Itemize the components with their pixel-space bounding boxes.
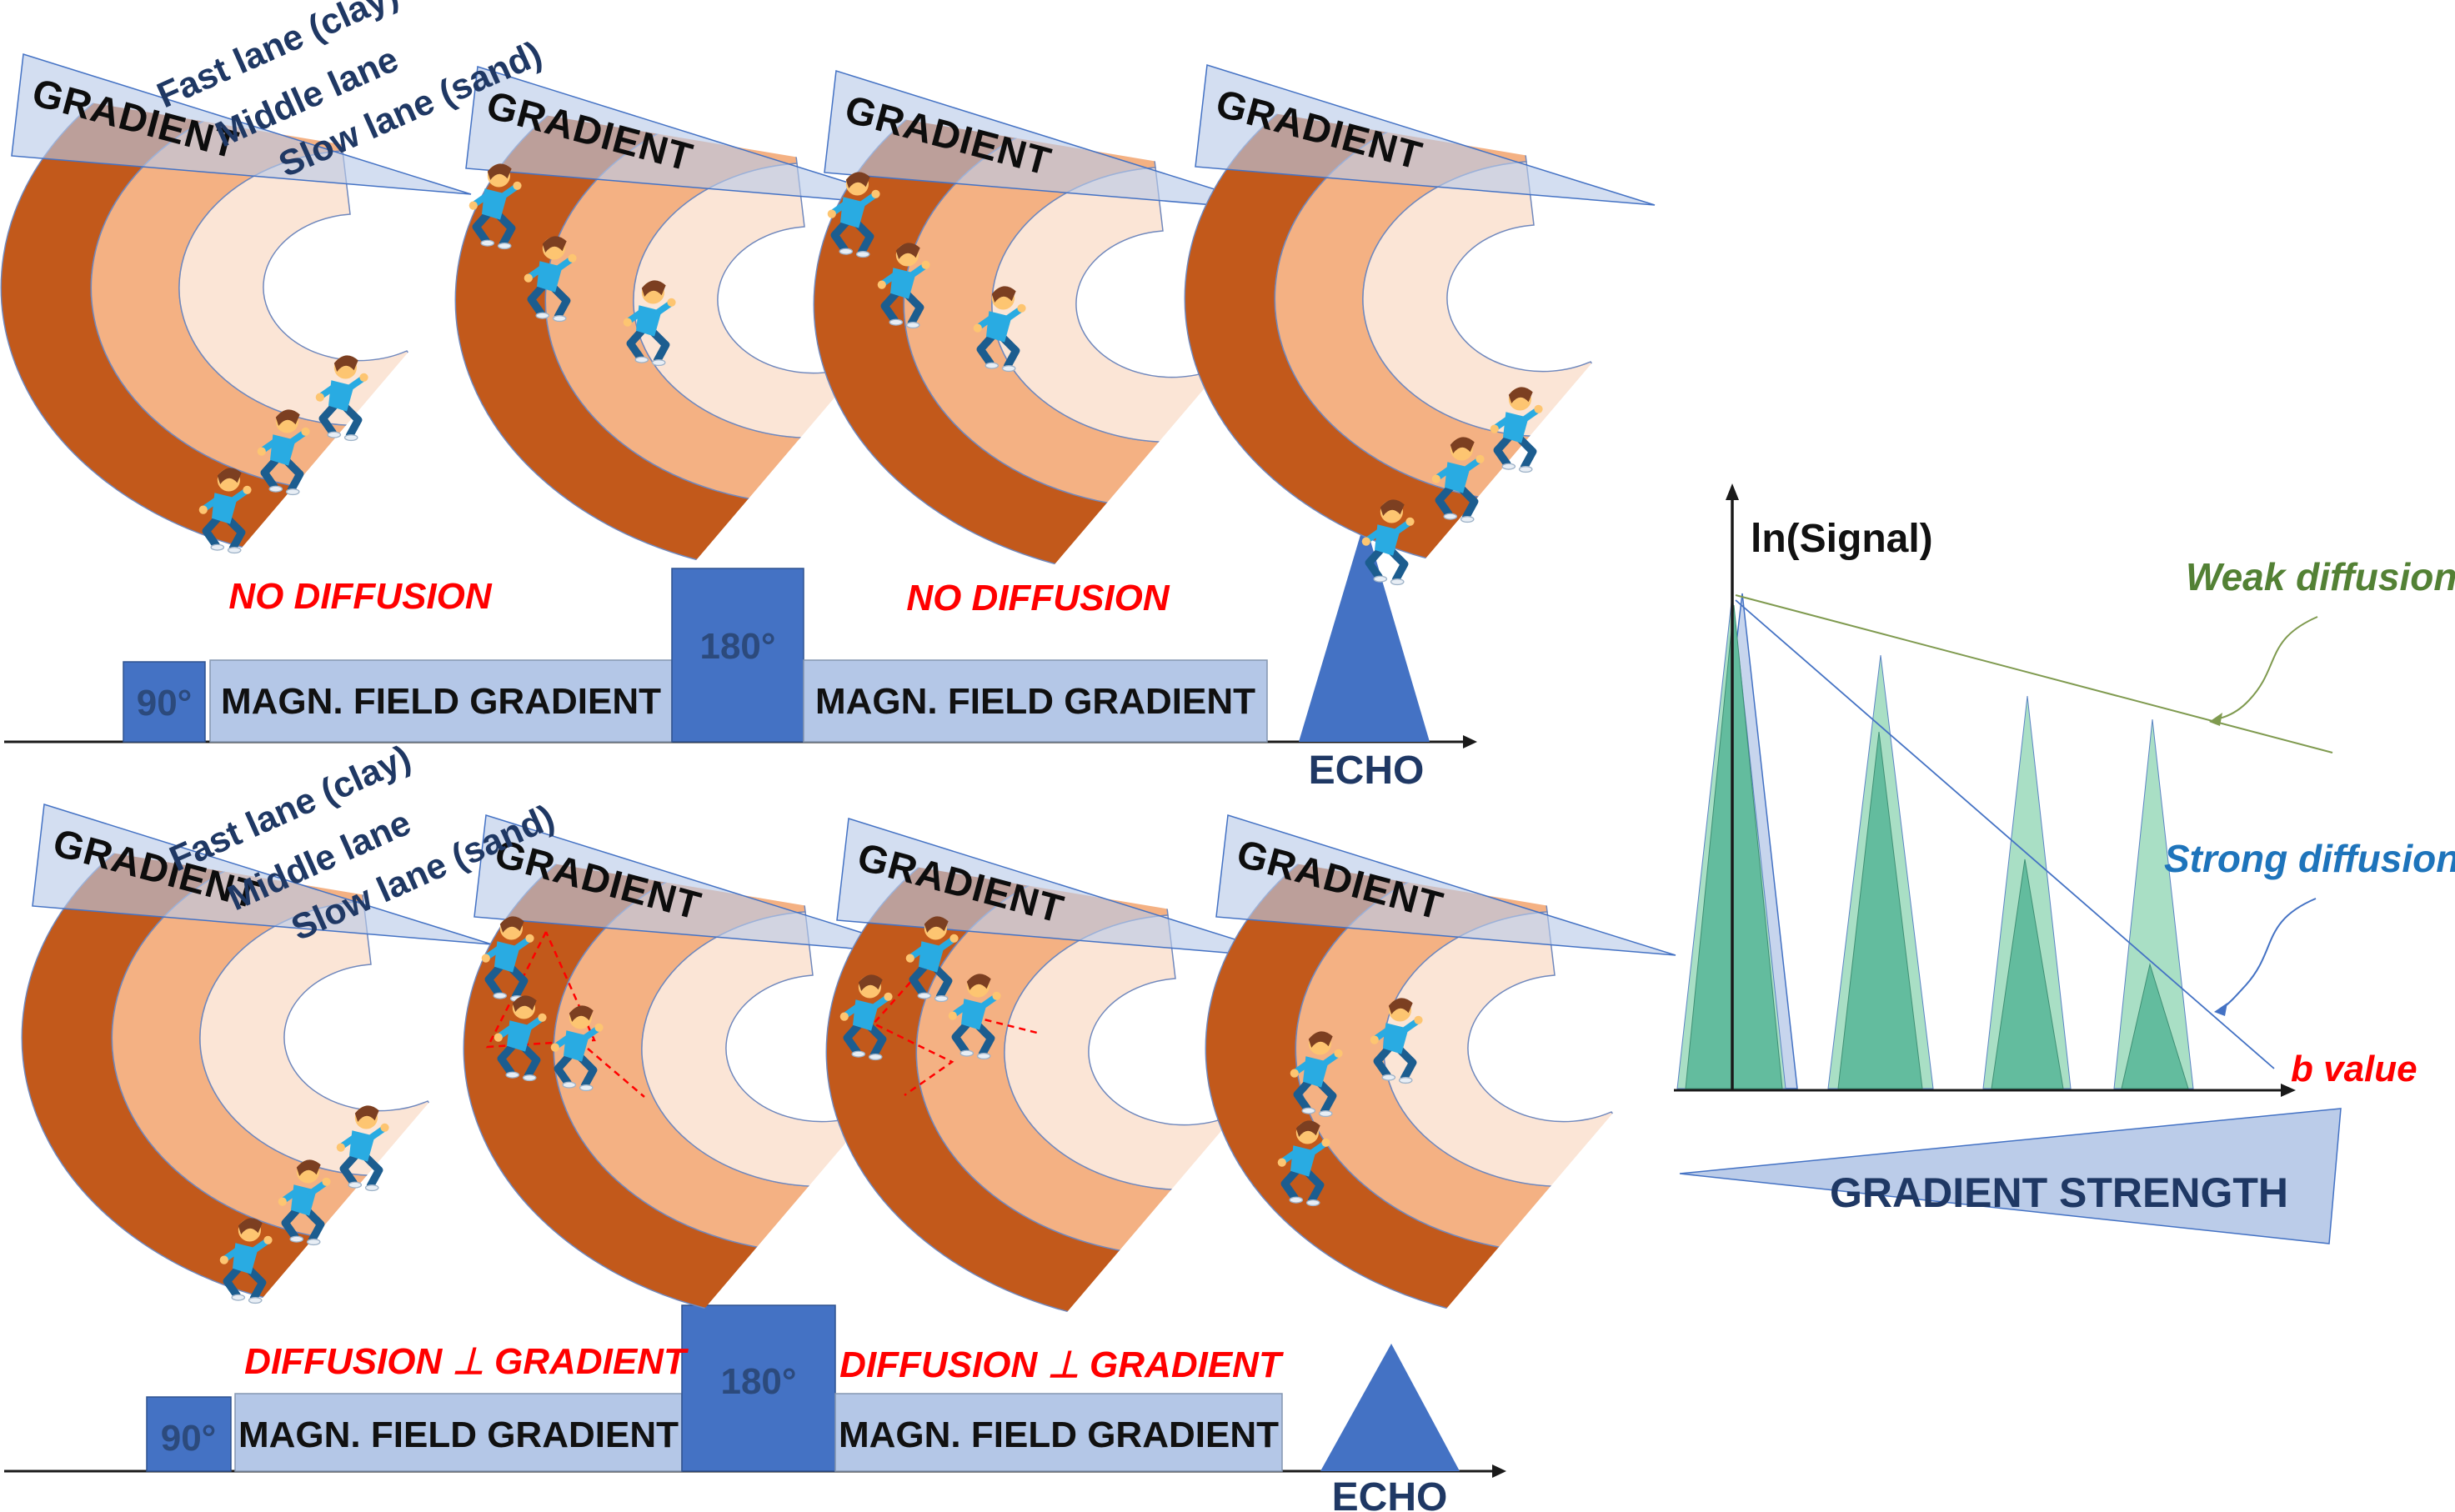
- pulse-180-box-top: [671, 568, 804, 743]
- magn-field-gradient-label-top-2: MAGN. FIELD GRADIENT: [815, 681, 1255, 722]
- pulse-180-label-top: 180°: [699, 626, 775, 667]
- signal-vs-bvalue-chart: ln(Signal) Weak diffusion Strong diffusi…: [1674, 483, 2455, 1244]
- gradient-box-top-2: [803, 659, 1268, 743]
- timeline-arrow-icon: [1492, 1464, 1506, 1478]
- weak-callout-arrowhead-icon: [2209, 713, 2222, 726]
- pulse-90-box-bottom: [146, 1396, 232, 1472]
- magn-field-gradient-label-top-1: MAGN. FIELD GRADIENT: [221, 681, 661, 722]
- pulse-sequence-bottom: 90° MAGN. FIELD GRADIENT 180° MAGN. FIEL…: [4, 1304, 1506, 1512]
- echo-label-top: ECHO: [1309, 748, 1425, 793]
- diffusion-path-dashes: [587, 1048, 645, 1098]
- pulse-sequence-top: 90° MAGN. FIELD GRADIENT 180° MAGN. FIEL…: [4, 521, 1477, 793]
- timeline-arrow-icon: [1463, 735, 1477, 748]
- strong-diffusion-decay-line: [1735, 599, 2275, 1069]
- gradient-box-bottom-2: [834, 1393, 1283, 1472]
- no-diffusion-note-left: NO DIFFUSION: [228, 576, 493, 617]
- strong-diffusion-label: Strong diffusion: [2164, 837, 2455, 880]
- strong-callout-arrow-icon: [2223, 898, 2317, 1008]
- echo-peak-bottom: [1320, 1344, 1460, 1471]
- magn-field-gradient-label-bottom-1: MAGN. FIELD GRADIENT: [238, 1414, 679, 1455]
- strong-diffusion-peak-3: [1991, 859, 2064, 1089]
- strong-diffusion-peak-1: [1685, 604, 1783, 1089]
- y-axis-label: ln(Signal): [1751, 517, 1933, 561]
- pulse-180-label-bottom: 180°: [720, 1361, 796, 1402]
- echo-label-bottom: ECHO: [1332, 1475, 1448, 1512]
- strong-callout-arrowhead-icon: [2214, 1003, 2227, 1016]
- diffusion-path-dashes: [871, 955, 954, 1097]
- y-axis-arrow-icon: [1726, 483, 1739, 500]
- gradient-strength-label: GRADIENT STRENGTH: [1830, 1169, 2288, 1216]
- diffusion-perpendicular-note-left: DIFFUSION ⊥ GRADIENT: [244, 1341, 689, 1382]
- x-axis-label: b value: [2291, 1049, 2417, 1089]
- magn-field-gradient-label-bottom-2: MAGN. FIELD GRADIENT: [839, 1414, 1279, 1455]
- pulse-180-box-bottom: [681, 1304, 836, 1472]
- pulse-90-box-top: [123, 661, 206, 743]
- diffusion-perpendicular-note-right: DIFFUSION ⊥ GRADIENT: [839, 1344, 1284, 1385]
- weak-callout-arrow-icon: [2218, 616, 2318, 719]
- x-axis-arrow-icon: [2281, 1084, 2296, 1097]
- no-diffusion-note-right: NO DIFFUSION: [906, 578, 1170, 618]
- pulse-90-label-top: 90°: [137, 683, 193, 723]
- pulse-90-label-bottom: 90°: [161, 1418, 217, 1459]
- echo-peak-top: [1299, 521, 1430, 742]
- weak-diffusion-decay-line: [1735, 594, 2333, 753]
- weak-diffusion-label: Weak diffusion: [2186, 555, 2455, 598]
- strong-diffusion-peak-2: [1837, 731, 1923, 1089]
- gradient-strength-wedge: [1679, 1108, 2342, 1244]
- strong-diffusion-peak-4: [2121, 963, 2189, 1089]
